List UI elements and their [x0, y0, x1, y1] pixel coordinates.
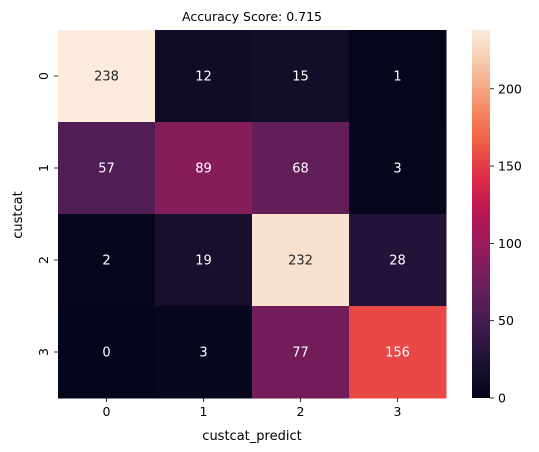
heatmap-cells: 238 12 15 1 57 89 68 3 2 19 232 28 0 3 77 156: [58, 30, 447, 399]
heatmap-cell: [155, 306, 253, 399]
y-axis-label: custcat: [11, 191, 26, 238]
x-tick-label: 0: [103, 404, 111, 419]
cell-value-label: 1: [393, 70, 401, 85]
heatmap-cell: [252, 122, 350, 215]
cell-value-label: 19: [195, 254, 212, 269]
x-axis-label: custcat_predict: [202, 429, 301, 444]
cell-value-label: 77: [292, 346, 309, 361]
heatmap-cell: [58, 306, 156, 399]
cell-value-label: 2: [102, 254, 110, 269]
colorbar-tick-label: 150: [498, 159, 522, 174]
heatmap-cell: [155, 30, 253, 123]
heatmap-cell: [349, 122, 447, 215]
heatmap-cell: [58, 214, 156, 307]
heatmap-cell: [252, 30, 350, 123]
cell-value-label: 156: [385, 346, 410, 361]
heatmap-cell: [58, 122, 156, 215]
y-axis-ticks: 0 1 2 3: [36, 72, 58, 356]
cell-value-label: 57: [98, 162, 115, 177]
heatmap-cell: [349, 306, 447, 399]
heatmap-cell: [155, 214, 253, 307]
colorbar-ticks: 0 50 100 150 200: [490, 81, 522, 406]
colorbar: [472, 30, 490, 398]
cell-value-label: 28: [389, 254, 406, 269]
heatmap-cell: [252, 214, 350, 307]
colorbar-tick-label: 100: [498, 236, 522, 251]
cell-value-label: 12: [195, 70, 212, 85]
heatmap-cell: [58, 30, 156, 123]
heatmap-cell: [349, 30, 447, 123]
x-axis-ticks: 0 1 2 3: [103, 398, 402, 419]
cell-value-label: 3: [393, 162, 401, 177]
cell-value-label: 0: [102, 346, 110, 361]
colorbar-tick-label: 50: [498, 313, 514, 328]
heatmap-cell: [155, 122, 253, 215]
cell-value-label: 232: [288, 254, 313, 269]
cell-value-label: 89: [195, 162, 212, 177]
x-tick-label: 3: [394, 404, 402, 419]
chart-title: Accuracy Score: 0.715: [182, 9, 322, 24]
y-tick-label: 3: [36, 348, 51, 356]
colorbar-tick-label: 200: [498, 81, 522, 96]
x-tick-label: 2: [297, 404, 305, 419]
heatmap-cell: [252, 306, 350, 399]
y-tick-label: 1: [36, 164, 51, 172]
colorbar-tick-label: 0: [498, 391, 506, 406]
heatmap-cell: [349, 214, 447, 307]
cell-value-label: 238: [94, 70, 119, 85]
cell-value-label: 3: [199, 346, 207, 361]
y-tick-label: 0: [36, 72, 51, 80]
cell-value-label: 68: [292, 162, 309, 177]
x-tick-label: 1: [200, 404, 208, 419]
y-tick-label: 2: [36, 256, 51, 264]
cell-value-label: 15: [292, 70, 309, 85]
